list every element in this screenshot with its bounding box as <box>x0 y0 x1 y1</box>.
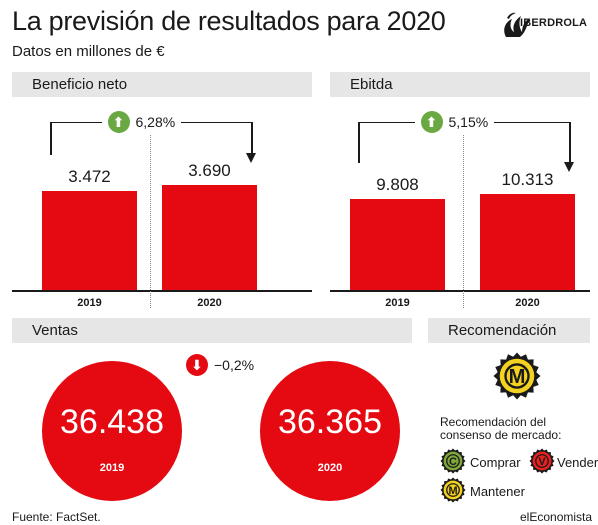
baseline <box>330 290 590 292</box>
year-divider <box>149 135 151 308</box>
ventas-change-indicator: ⬇ −0,2% <box>180 352 261 378</box>
baseline <box>12 290 312 292</box>
bar-2020 <box>480 194 575 290</box>
comprar-icon: C <box>440 448 466 474</box>
ventas-chart: 36.438 2019 36.365 2020 ⬇ −0,2% <box>12 346 412 506</box>
page-subtitle: Datos en millones de € <box>12 43 165 60</box>
brand-name: IBERDROLA <box>520 17 588 29</box>
arrow-down-icon: ⬇ <box>186 354 208 376</box>
change-indicator: ⬆ 6,28% <box>101 109 182 135</box>
bar-value-2019: 3.472 <box>68 167 111 187</box>
year-label-2019: 2019 <box>77 297 102 309</box>
section-ebitda-header: Ebitda <box>330 72 590 97</box>
ventas-circle-2020: 36.365 2020 <box>260 361 400 501</box>
bar-value-2020: 10.313 <box>501 170 554 189</box>
bracket-left-leg <box>50 122 52 156</box>
iberdrola-logo-icon <box>504 12 530 37</box>
bar-2020 <box>162 185 257 290</box>
recommendation-legend-title-1: Recomendación del <box>440 415 547 429</box>
svg-text:M: M <box>509 366 526 388</box>
legend-comprar-label: Comprar <box>470 455 521 470</box>
vender-icon: V <box>529 448 555 474</box>
svg-text:M: M <box>448 485 457 497</box>
section-recomendacion-header: Recomendación <box>428 318 590 343</box>
page-title: La previsión de resultados para 2020 <box>12 6 446 36</box>
bar-value-2019: 9.808 <box>376 174 419 194</box>
ventas-value-2020: 36.365 <box>277 403 382 442</box>
year-label-2020: 2020 <box>515 297 540 309</box>
bracket-arrow-icon <box>246 153 256 163</box>
arrow-up-icon: ⬆ <box>420 111 443 133</box>
ventas-year-2019: 2019 <box>99 461 125 474</box>
ventas-circle-2019: 36.438 2019 <box>42 361 182 501</box>
mantener-recommendation-icon: M <box>493 352 541 400</box>
bar-2019 <box>350 198 445 290</box>
bracket-left-leg <box>358 122 360 163</box>
section-ventas-header: Ventas <box>12 318 412 343</box>
recommendation-legend-title-2: consenso de mercado: <box>440 428 562 442</box>
bracket-right-leg <box>569 122 571 162</box>
ventas-value-2019: 36.438 <box>60 403 164 441</box>
svg-text:V: V <box>538 456 546 468</box>
change-indicator: ⬆ 5,15% <box>414 109 495 135</box>
publisher-name: elEconomista <box>520 510 593 524</box>
source-note: Fuente: FactSet. <box>12 510 101 524</box>
ebitda-chart: 9.808 2019 10.313 2020 ⬆ 5,15% <box>330 100 590 315</box>
bracket-arrow-icon <box>564 162 574 172</box>
year-divider <box>462 135 464 308</box>
ventas-change-percent: −0,2% <box>214 357 255 373</box>
legend-vender-label: Vender <box>557 455 598 470</box>
svg-text:C: C <box>449 456 457 468</box>
change-percent: 6,28% <box>135 114 176 130</box>
arrow-up-icon: ⬆ <box>107 111 130 133</box>
section-beneficio-neto-header: Beneficio neto <box>12 72 312 97</box>
mantener-icon: M <box>440 477 466 503</box>
bar-value-2020: 3.690 <box>188 161 231 180</box>
change-percent: 5,15% <box>448 114 489 130</box>
year-label-2020: 2020 <box>197 297 222 309</box>
year-label-2019: 2019 <box>385 297 410 309</box>
beneficio-neto-chart: 3.472 2019 3.690 2020 ⬆ 6,28% <box>12 100 312 315</box>
legend-mantener-label: Mantener <box>470 484 525 499</box>
bar-2019 <box>42 191 137 290</box>
bracket-right-leg <box>251 122 253 153</box>
ventas-year-2020: 2020 <box>317 461 343 474</box>
